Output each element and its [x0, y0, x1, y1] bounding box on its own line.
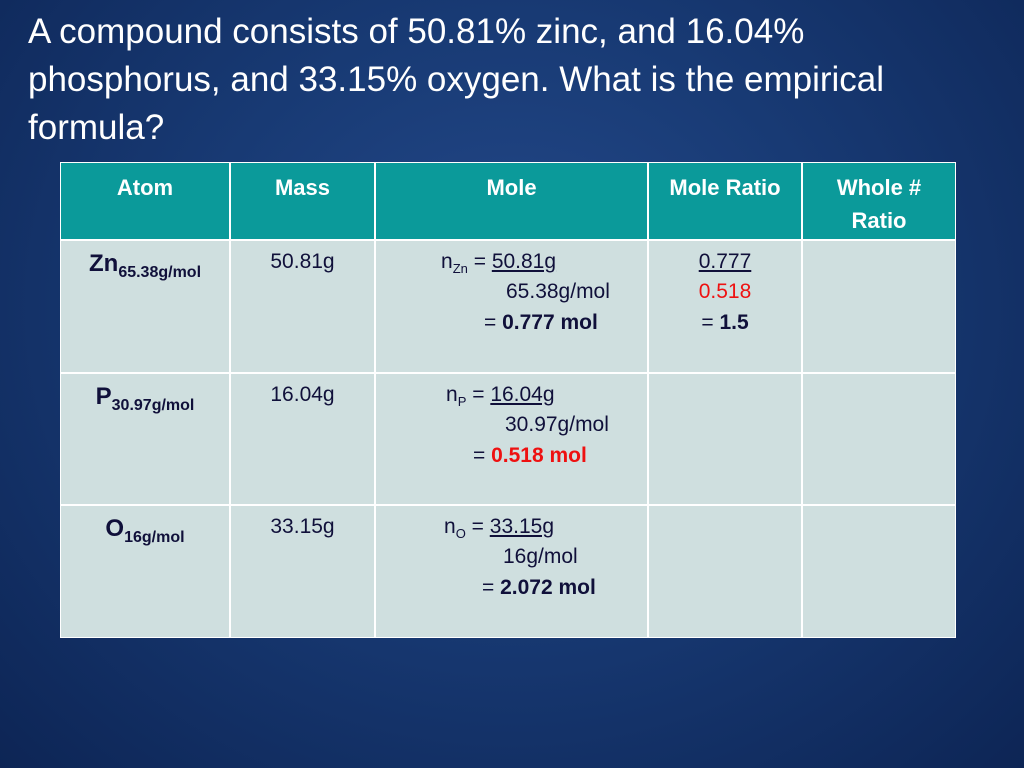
- mole-n: n: [446, 382, 458, 406]
- mass: 16.04g: [270, 382, 335, 406]
- mass: 33.15g: [270, 515, 335, 538]
- mass: 50.81g: [270, 250, 335, 273]
- header-cell: Whole # Ratio: [802, 162, 956, 240]
- atom-label: O16g/mol: [61, 514, 229, 553]
- slide-title: A compound consists of 50.81% zinc, and …: [28, 12, 885, 147]
- equals: =: [484, 311, 497, 334]
- header-cell: Mass: [230, 162, 375, 240]
- body-cell: 0.777 0.518 = 1.5: [648, 240, 802, 373]
- numerator: 33.15g: [489, 515, 554, 538]
- denominator: 16g/mol: [503, 545, 578, 568]
- body-cell: P30.97g/mol: [60, 372, 230, 505]
- mole-n: n: [441, 250, 453, 273]
- ratio-numerator: 0.777: [698, 250, 752, 273]
- atom-molar-mass: 30.97g/mol: [111, 396, 195, 414]
- mole-result-line: = 0.518 mol: [473, 441, 587, 471]
- mole-formula: nZn = 50.81g: [441, 247, 556, 284]
- ratio-result: 1.5: [719, 311, 749, 334]
- body-cell: nZn = 50.81g 65.38g/mol = 0.777 mol: [375, 240, 648, 373]
- body-cell: [802, 240, 956, 373]
- atom-molar-mass: 65.38g/mol: [118, 263, 202, 281]
- equals: =: [473, 443, 486, 467]
- equals: =: [482, 576, 495, 599]
- mole-result: 0.518 mol: [491, 443, 587, 467]
- header-cell: Mole Ratio: [648, 162, 802, 240]
- ratio-result-line: = 1.5: [649, 308, 801, 338]
- mole-result: 0.777 mol: [502, 311, 598, 334]
- atom-symbol: Zn: [88, 250, 119, 277]
- mole-result: 2.072 mol: [500, 576, 596, 599]
- body-cell: [802, 505, 956, 638]
- equals: =: [473, 250, 486, 273]
- mole-n-subscript: P: [457, 393, 467, 409]
- denominator: 65.38g/mol: [506, 280, 610, 303]
- body-cell: nO = 33.15g 16g/mol = 2.072 mol: [375, 505, 648, 638]
- equals: =: [472, 382, 485, 406]
- mole-formula: nO = 33.15g: [444, 512, 554, 549]
- equals: =: [471, 515, 484, 538]
- atom-label: Zn65.38g/mol: [61, 249, 229, 288]
- atom-symbol: O: [105, 515, 125, 542]
- body-cell: nP = 16.04g 30.97g/mol = 0.518 mol: [375, 372, 648, 505]
- body-cell: 16.04g: [230, 372, 375, 505]
- body-cell: 50.81g: [230, 240, 375, 373]
- atom-molar-mass: 16g/mol: [124, 528, 185, 546]
- mole-formula: nP = 16.04g: [446, 380, 555, 417]
- header-cell: Atom: [60, 162, 230, 240]
- mole-n-subscript: Zn: [452, 261, 468, 277]
- atom-symbol: P: [95, 382, 112, 410]
- header-cell: Mole: [375, 162, 648, 240]
- body-cell: [648, 505, 802, 638]
- body-cell: O16g/mol: [60, 505, 230, 638]
- mole-result-line: = 0.777 mol: [484, 308, 598, 338]
- atom-label: P30.97g/mol: [61, 382, 229, 421]
- body-cell: Zn65.38g/mol: [60, 240, 230, 373]
- numerator: 50.81g: [491, 250, 557, 273]
- mole-n: n: [444, 515, 456, 538]
- numerator: 16.04g: [490, 382, 555, 406]
- equals: =: [701, 311, 714, 334]
- denominator: 30.97g/mol: [505, 412, 609, 436]
- body-cell: [802, 372, 956, 505]
- mole-n-subscript: O: [455, 526, 466, 542]
- body-cell: [648, 372, 802, 505]
- body-cell: 33.15g: [230, 505, 375, 638]
- mole-result-line: = 2.072 mol: [482, 573, 596, 603]
- ratio-denominator: 0.518: [698, 280, 752, 303]
